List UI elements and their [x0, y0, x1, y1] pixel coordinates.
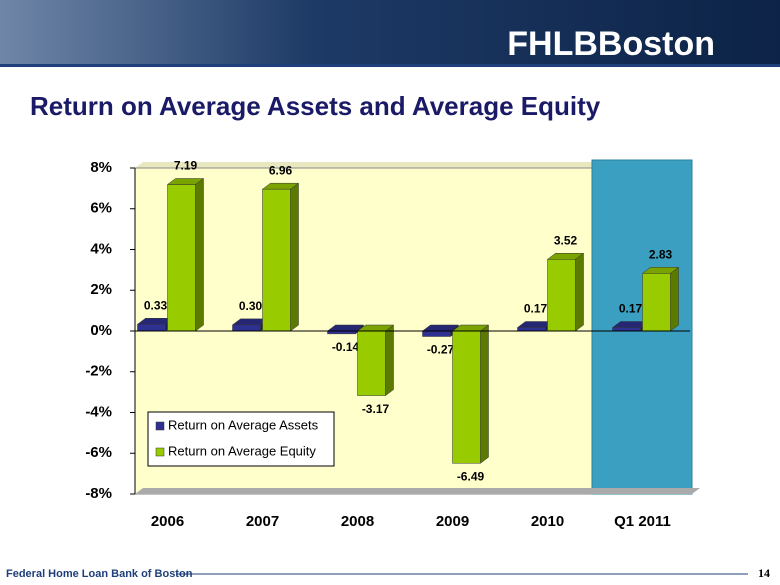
data-label: 0.33 [144, 298, 168, 312]
legend-swatch [155, 421, 165, 431]
bar [262, 188, 291, 332]
y-tick-label: -8% [85, 485, 112, 502]
legend-box [147, 411, 335, 467]
data-label: 2.83 [649, 248, 673, 262]
bar [547, 259, 576, 332]
data-label: -0.14 [332, 340, 360, 354]
x-tick-label: 2006 [151, 513, 184, 530]
data-label: 0.30 [239, 299, 263, 313]
footer-mask [0, 566, 176, 582]
bar [642, 273, 671, 332]
footer-text: Federal Home Loan Bank of Boston [6, 568, 193, 580]
bar-side [670, 266, 679, 332]
x-tick-label: 2007 [246, 513, 279, 530]
data-label: 6.96 [269, 163, 293, 177]
header-rule [0, 64, 780, 67]
data-label: 7.19 [174, 159, 198, 173]
bar-side [385, 324, 394, 397]
wall-top [135, 162, 600, 168]
y-tick-label: 4% [90, 240, 112, 257]
data-label: -6.49 [457, 469, 485, 483]
data-label: -0.27 [427, 343, 455, 357]
x-tick-label: 2009 [436, 513, 469, 530]
bar [422, 330, 451, 337]
y-tick-label: 2% [90, 281, 112, 298]
floor [135, 488, 700, 494]
x-tick-label: 2008 [341, 513, 374, 530]
page-number: 14 [758, 566, 770, 580]
y-tick-label: -2% [85, 363, 112, 380]
x-tick-label: Q1 2011 [614, 513, 671, 530]
data-label: -3.17 [362, 402, 390, 416]
chart-title: Return on Average Assets and Average Equ… [30, 91, 601, 121]
legend-swatch [155, 447, 165, 457]
bar-side [195, 178, 204, 332]
bar [167, 184, 196, 332]
bar [517, 327, 546, 332]
logo: FHLBBoston [507, 25, 715, 63]
legend-label: Return on Average Assets [168, 417, 319, 432]
y-tick-label: -6% [85, 444, 112, 461]
bar [357, 330, 386, 396]
header-banner [0, 0, 780, 64]
y-tick-label: 8% [90, 159, 112, 176]
data-label: 3.52 [554, 233, 578, 247]
x-tick-label: 2010 [531, 513, 564, 530]
y-tick-label: 6% [90, 200, 112, 217]
data-label: 0.17 [524, 302, 548, 316]
legend-label: Return on Average Equity [168, 443, 316, 458]
bar [137, 324, 166, 332]
bar [232, 324, 261, 332]
bar [452, 330, 481, 464]
y-tick-label: -4% [85, 403, 112, 420]
bar [612, 327, 641, 332]
data-label: 0.17 [619, 302, 643, 316]
y-tick-label: 0% [90, 322, 112, 339]
bar-side [290, 182, 299, 332]
bar-side [480, 324, 489, 464]
bar-side [575, 252, 584, 332]
